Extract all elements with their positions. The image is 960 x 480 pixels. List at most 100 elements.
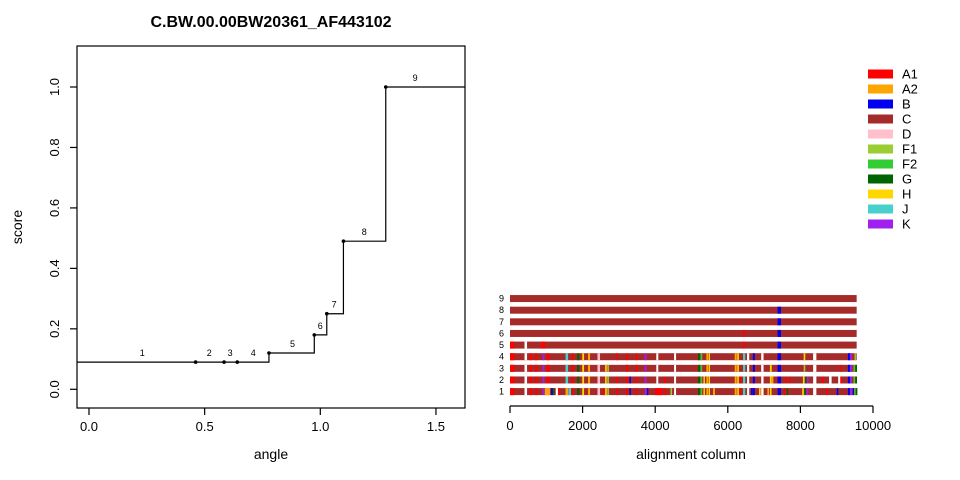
data-point-marker	[235, 360, 240, 364]
stripe-J	[743, 364, 746, 372]
stripe-A2	[734, 364, 737, 372]
stripe-W	[674, 353, 677, 361]
stripe-H	[582, 388, 585, 396]
y-tick-label: 0.8	[47, 138, 62, 156]
stripe-K	[542, 364, 545, 372]
stripe-H	[708, 376, 711, 384]
stripe-A1	[546, 376, 550, 384]
stripe-A1	[535, 388, 538, 396]
stripe-W	[838, 376, 841, 384]
stripe-A1	[616, 376, 618, 384]
stripe-G	[698, 353, 700, 361]
row-bar	[510, 364, 857, 372]
stripe-F2	[853, 364, 856, 372]
legend-swatch-A2	[868, 84, 893, 94]
step-line	[77, 86, 466, 363]
stripe-A1	[529, 364, 532, 372]
stripe-B	[646, 388, 649, 396]
stripe-A1	[635, 376, 638, 384]
segment-label: 3	[228, 348, 233, 358]
stripe-A2	[771, 376, 774, 384]
stripe-K	[850, 364, 852, 372]
stripe-A1	[655, 388, 663, 396]
legend-label-B: B	[902, 97, 911, 112]
stripe-F1	[607, 364, 609, 372]
stripe-F1	[670, 388, 673, 396]
x-tick-label: 1.0	[311, 419, 329, 434]
x-tick-label: 0.5	[196, 419, 214, 434]
stripe-A1	[626, 376, 628, 384]
stripe-J	[568, 388, 571, 396]
stripe-W	[747, 353, 750, 361]
legend-swatch-F2	[868, 159, 893, 169]
stripe-G	[577, 388, 580, 396]
stripe-A1	[510, 376, 515, 384]
x-tick-label: 0	[506, 418, 513, 433]
stripe-G	[577, 364, 580, 372]
step-plot-area: 0.0 0.5 1.0 1.5 0.0 0.2 0.4 0.6 0.8 1.0 1 2 3 4 5 6 7 8 9	[47, 45, 466, 434]
stripe-A1	[602, 388, 605, 396]
stripe-B	[752, 376, 755, 384]
stripe-A2	[706, 388, 709, 396]
stripe-B	[847, 364, 850, 372]
stripe-A1	[626, 364, 628, 372]
alignment-row-2: 2	[499, 375, 858, 385]
stripe-A2	[706, 376, 709, 384]
y-tick-label: 0.4	[47, 259, 62, 277]
stripe-W	[524, 341, 528, 349]
legend-swatch-G	[868, 174, 893, 184]
stripe-H	[803, 353, 806, 361]
alignment-plot-area: 0 2000 4000 6000 8000 10000 98 76 5 43 2 1 A1A2BCDF1…	[499, 67, 918, 434]
alignment-row-5: 5	[499, 340, 857, 350]
legend-label-G: G	[902, 172, 912, 187]
stripe-A1	[626, 388, 628, 396]
row-bar	[510, 329, 857, 337]
stripe-A1	[571, 364, 574, 372]
stripe-F1	[803, 364, 806, 372]
stripe-H	[708, 364, 711, 372]
stripe-B	[777, 306, 781, 314]
stripe-K	[850, 376, 852, 384]
stripe-J	[743, 376, 746, 384]
alignment-plot-xlabel: alignment column	[636, 446, 746, 462]
step-plot-ylabel: score	[9, 210, 25, 244]
segment-label: 8	[362, 227, 367, 237]
stripe-F2	[854, 388, 856, 396]
stripe-A2	[706, 353, 709, 361]
stripe-B	[847, 388, 850, 396]
alignment-row-7: 7	[499, 317, 857, 327]
stripe-B	[752, 353, 755, 361]
stripe-A1	[635, 364, 638, 372]
legend-label-A1: A1	[902, 67, 918, 82]
stripe-B	[752, 388, 755, 396]
stripe-W	[761, 388, 764, 396]
segment-label: 1	[140, 348, 145, 358]
stripe-W	[761, 364, 764, 372]
legend-swatch-C	[868, 114, 893, 124]
legend-label-J: J	[902, 202, 909, 217]
stripe-K	[806, 388, 809, 396]
stripe-B	[777, 388, 781, 396]
legend-label-F2: F2	[902, 157, 917, 172]
stripe-K	[542, 353, 545, 361]
stripe-G	[855, 364, 858, 372]
step-plot-title: C.BW.00.00BW20361_AF443102	[150, 14, 391, 31]
stripe-F2	[700, 353, 703, 361]
stripe-B	[629, 388, 631, 396]
alignment-row-1: 1	[499, 387, 858, 397]
legend-swatch-F1	[868, 144, 893, 154]
y-axis: 0.0 0.2 0.4 0.6 0.8 1.0	[47, 78, 77, 398]
stripe-H	[605, 376, 607, 384]
stripe-G	[698, 388, 700, 396]
row-label: 9	[499, 294, 504, 304]
y-tick-label: 0.0	[47, 380, 62, 398]
plot-box	[76, 45, 466, 409]
stripe-B	[777, 341, 781, 349]
data-point-marker	[222, 360, 226, 364]
stripe-H	[582, 376, 585, 384]
stripe-W	[656, 364, 659, 372]
stripe-H	[802, 376, 805, 384]
stripe-A1	[743, 341, 745, 349]
stripe-A1	[635, 353, 638, 361]
